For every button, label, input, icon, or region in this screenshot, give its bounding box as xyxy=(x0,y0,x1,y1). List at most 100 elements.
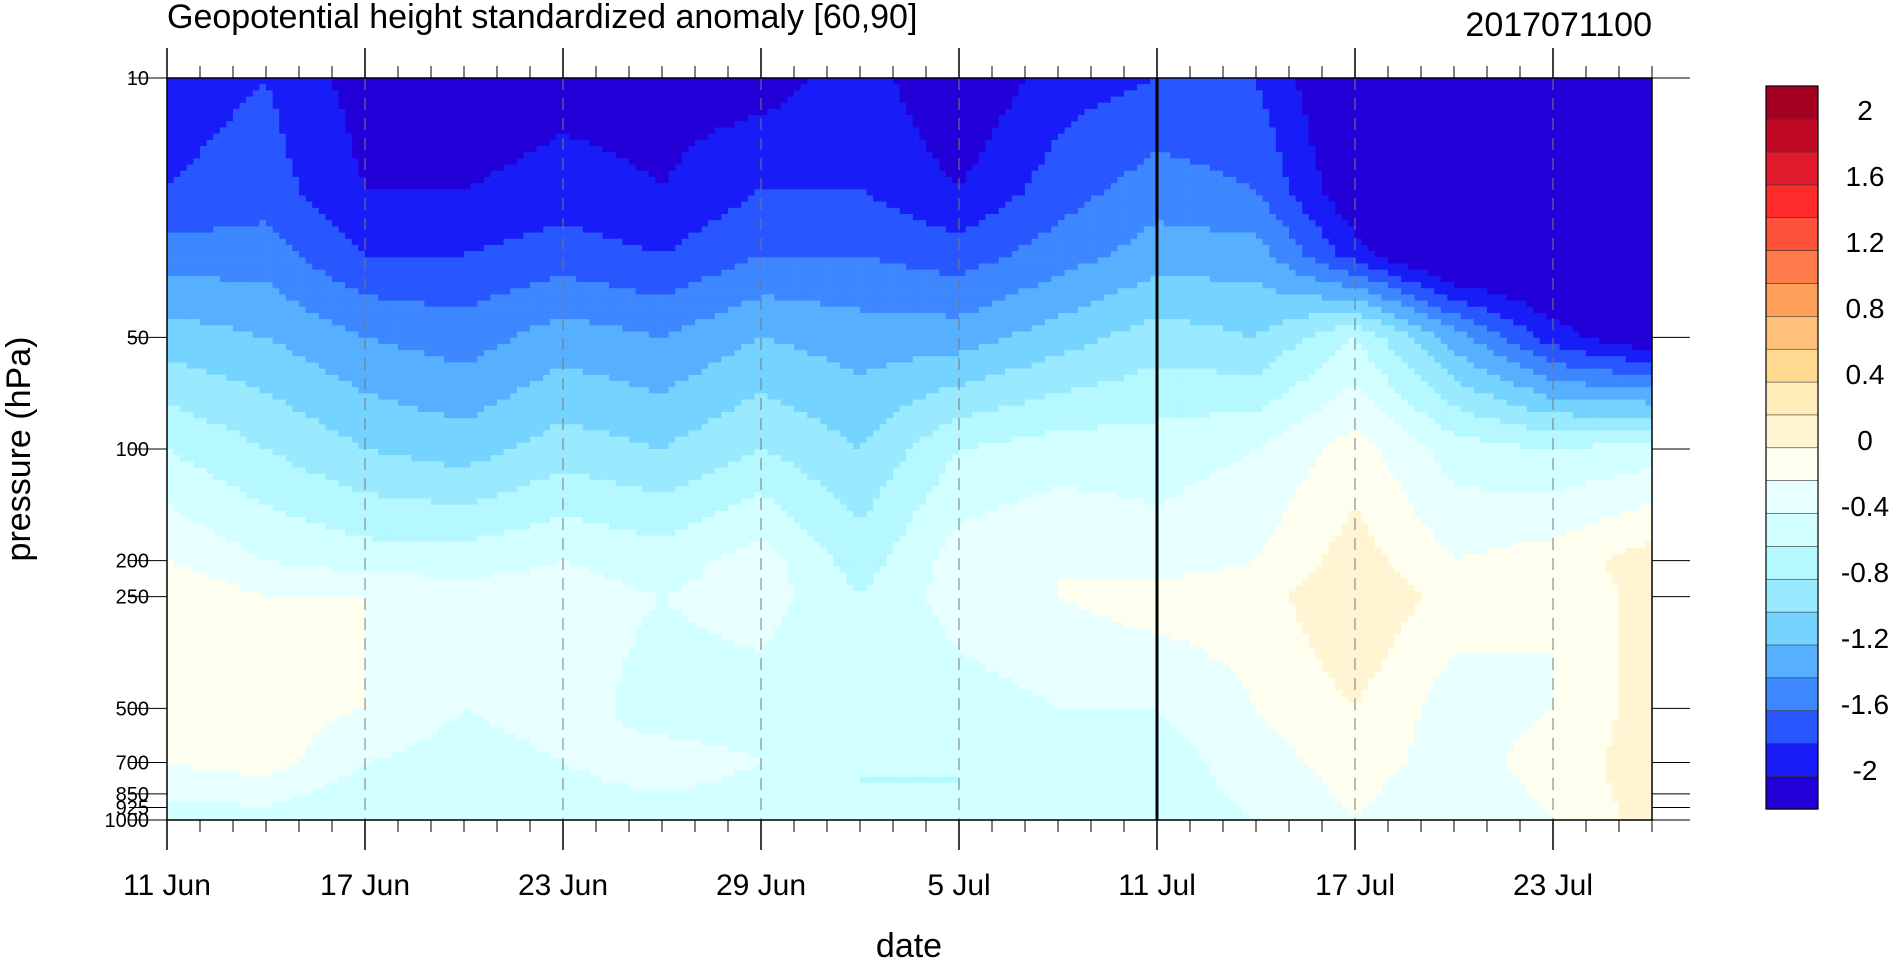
contour-cell xyxy=(1111,121,1118,128)
contour-cell xyxy=(1494,127,1501,134)
contour-cell xyxy=(715,183,722,190)
contour-cell xyxy=(365,78,372,85)
contour-cell xyxy=(391,134,398,141)
contour-cell xyxy=(438,158,445,165)
contour-cell xyxy=(207,78,214,85)
contour-cell xyxy=(893,121,900,128)
contour-cell xyxy=(1164,146,1171,153)
contour-cell xyxy=(1058,90,1065,97)
contour-cell xyxy=(193,134,200,141)
contour-cell xyxy=(834,152,841,159)
contour-cell xyxy=(345,152,352,159)
contour-cell xyxy=(372,189,379,196)
contour-cell xyxy=(853,90,860,97)
contour-cell xyxy=(1639,78,1646,85)
contour-cell xyxy=(636,177,643,184)
contour-cell xyxy=(306,189,313,196)
contour-cell xyxy=(761,146,768,153)
contour-cell xyxy=(616,165,623,172)
contour-cell xyxy=(398,109,405,116)
contour-cell xyxy=(1078,171,1085,178)
contour-cell xyxy=(801,152,808,159)
contour-cell xyxy=(1012,152,1019,159)
contour-cell xyxy=(946,158,953,165)
contour-cell xyxy=(1190,183,1197,190)
contour-cell xyxy=(1388,90,1395,97)
contour-cell xyxy=(187,177,194,184)
contour-cell xyxy=(187,90,194,97)
contour-cell xyxy=(1619,134,1626,141)
contour-cell xyxy=(246,183,253,190)
contour-cell xyxy=(840,127,847,134)
contour-cell xyxy=(860,109,867,116)
contour-cell xyxy=(1540,90,1547,97)
contour-cell xyxy=(1428,152,1435,159)
contour-cell xyxy=(1322,134,1329,141)
contour-cell xyxy=(655,171,662,178)
contour-cell xyxy=(880,195,887,202)
contour-cell xyxy=(1131,121,1138,128)
contour-cell xyxy=(1177,202,1184,209)
contour-cell xyxy=(411,121,418,128)
contour-cell xyxy=(1210,165,1217,172)
contour-cell xyxy=(669,202,676,209)
contour-cell xyxy=(319,165,326,172)
contour-cell xyxy=(1461,177,1468,184)
contour-cell xyxy=(596,140,603,147)
contour-cell xyxy=(411,158,418,165)
contour-cell xyxy=(603,158,610,165)
contour-cell xyxy=(1593,146,1600,153)
contour-cell xyxy=(1533,127,1540,134)
contour-cell xyxy=(339,146,346,153)
contour-cell xyxy=(952,90,959,97)
contour-cell xyxy=(200,202,207,209)
contour-cell xyxy=(477,202,484,209)
contour-cell xyxy=(1480,171,1487,178)
contour-cell xyxy=(1276,165,1283,172)
contour-cell xyxy=(471,195,478,202)
contour-cell xyxy=(1467,103,1474,110)
contour-cell xyxy=(1256,165,1263,172)
contour-cell xyxy=(537,121,544,128)
contour-cell xyxy=(339,115,346,122)
contour-cell xyxy=(1078,202,1085,209)
contour-cell xyxy=(424,134,431,141)
contour-cell xyxy=(438,140,445,147)
contour-cell xyxy=(754,171,761,178)
contour-cell xyxy=(1078,84,1085,91)
contour-cell xyxy=(768,84,775,91)
contour-cell xyxy=(768,97,775,104)
contour-cell xyxy=(484,140,491,147)
contour-cell xyxy=(820,90,827,97)
contour-cell xyxy=(405,214,412,221)
contour-cell xyxy=(207,146,214,153)
contour-cell xyxy=(919,202,926,209)
contour-cell xyxy=(240,103,247,110)
contour-cell xyxy=(1362,158,1369,165)
contour-cell xyxy=(490,84,497,91)
contour-cell xyxy=(411,183,418,190)
contour-cell xyxy=(1012,140,1019,147)
contour-cell xyxy=(1249,78,1256,85)
contour-cell xyxy=(352,103,359,110)
contour-cell xyxy=(603,183,610,190)
contour-cell xyxy=(1091,177,1098,184)
contour-cell xyxy=(636,103,643,110)
contour-cell xyxy=(174,152,181,159)
contour-cell xyxy=(900,115,907,122)
contour-cell xyxy=(979,78,986,85)
contour-cell xyxy=(385,121,392,128)
contour-cell xyxy=(939,171,946,178)
contour-cell xyxy=(867,202,874,209)
contour-cell xyxy=(860,183,867,190)
contour-cell xyxy=(471,165,478,172)
contour-cell xyxy=(728,202,735,209)
contour-cell xyxy=(1230,202,1237,209)
contour-cell xyxy=(576,189,583,196)
contour-cell xyxy=(622,134,629,141)
contour-cell xyxy=(438,109,445,116)
contour-cell xyxy=(622,97,629,104)
contour-cell xyxy=(556,90,563,97)
contour-cell xyxy=(1467,183,1474,190)
contour-cell xyxy=(787,208,794,215)
